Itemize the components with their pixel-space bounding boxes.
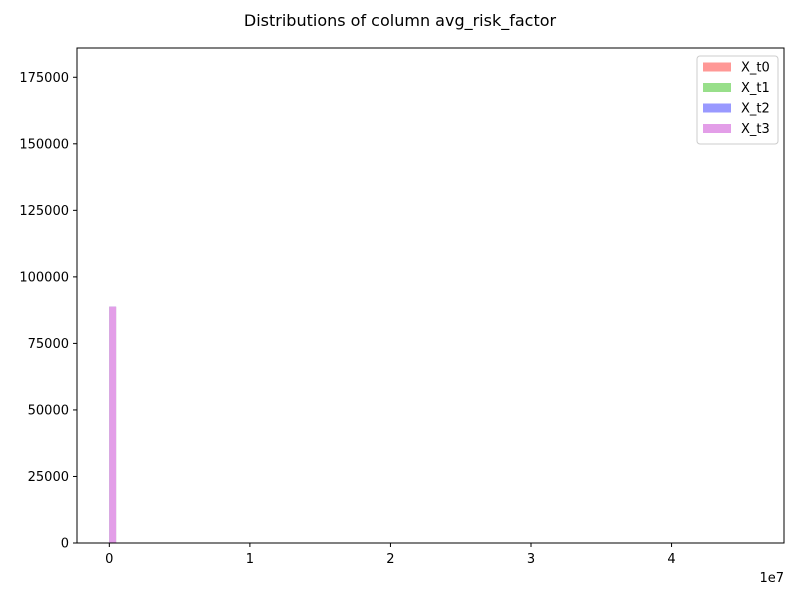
legend-label-X_t3: X_t3 [741, 122, 770, 137]
y-tick-label: 175000 [19, 71, 69, 86]
y-tick-label: 0 [61, 537, 69, 552]
legend-box [696, 55, 779, 145]
y-tick-label: 150000 [19, 137, 69, 152]
x-tick-label: 1 [246, 552, 254, 567]
legend: X_t0 X_t1 X_t2 X_t3 [696, 55, 779, 145]
legend-swatch-X_t0 [703, 62, 731, 72]
y-tick-label: 25000 [28, 470, 69, 485]
y-tick-label: 75000 [28, 337, 69, 352]
y-tick-label: 125000 [19, 204, 69, 219]
x-tick-label: 3 [527, 552, 535, 567]
chart-title: Distributions of column avg_risk_factor [244, 11, 557, 31]
x-tick-label: 2 [386, 552, 394, 567]
legend-label-X_t1: X_t1 [741, 81, 770, 96]
y-axis: 0 25000 50000 75000 100000 125000 150000 175000 [19, 71, 77, 552]
bars-layer [109, 306, 117, 543]
x-axis: 0 1 2 3 4 [105, 543, 676, 567]
x-axis-offset-label: 1e7 [759, 571, 784, 586]
x-tick-label: 4 [667, 552, 675, 567]
legend-swatch-X_t2 [703, 103, 731, 113]
histogram-bar-X_t3 [109, 306, 117, 543]
legend-swatch-X_t3 [703, 124, 731, 133]
legend-label-X_t0: X_t0 [741, 61, 770, 76]
y-tick-label: 50000 [28, 403, 69, 418]
x-tick-label: 0 [105, 552, 113, 567]
legend-label-X_t2: X_t2 [741, 102, 770, 117]
y-tick-label: 100000 [19, 270, 69, 285]
legend-swatch-X_t1 [703, 83, 731, 92]
plot-frame [76, 47, 785, 544]
